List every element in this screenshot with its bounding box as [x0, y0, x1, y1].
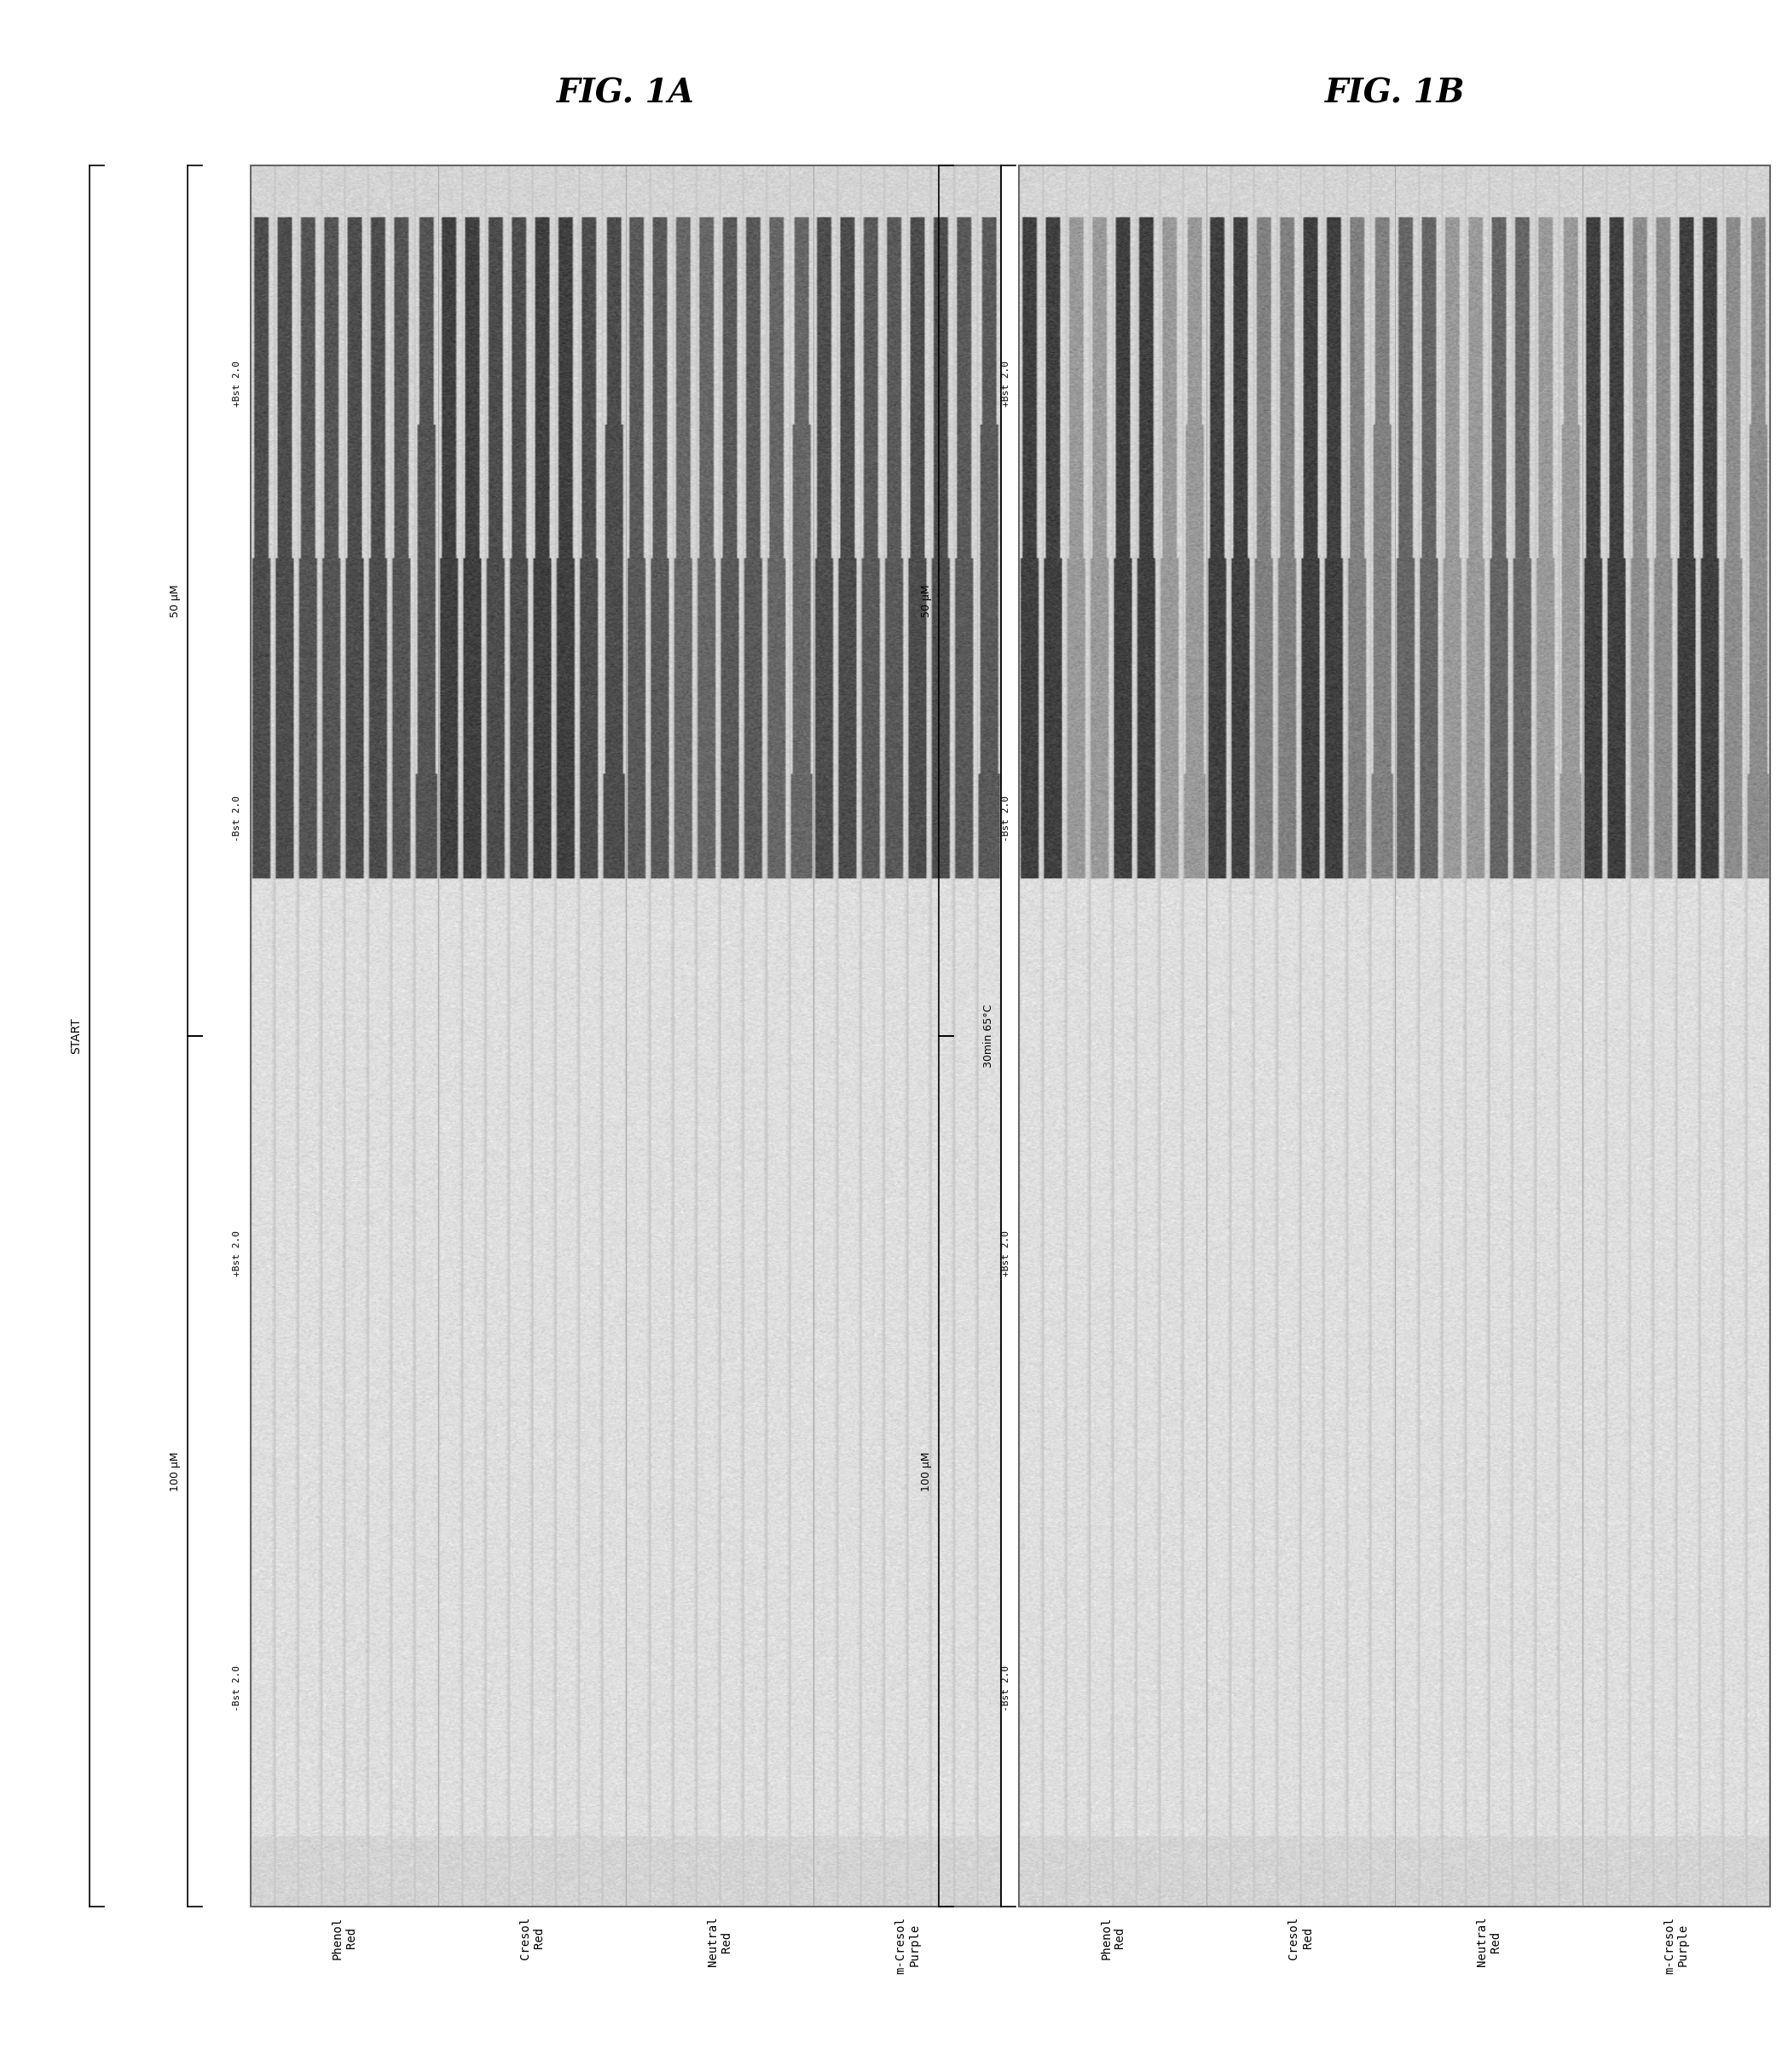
- Text: Phenol
Red: Phenol Red: [1100, 1917, 1126, 1960]
- Text: 100 μM: 100 μM: [170, 1450, 181, 1492]
- Text: 100 μM: 100 μM: [921, 1450, 932, 1492]
- Text: m-Cresol
Purple: m-Cresol Purple: [1663, 1917, 1690, 1975]
- Text: Neutral
Red: Neutral Red: [706, 1917, 733, 1966]
- Text: +Bst 2.0: +Bst 2.0: [1001, 361, 1010, 406]
- Text: -Bst 2.0: -Bst 2.0: [232, 1666, 241, 1711]
- Bar: [1019, 166, 1770, 1906]
- Text: -Bst 2.0: -Bst 2.0: [1001, 796, 1010, 841]
- Text: 50 μM: 50 μM: [921, 584, 932, 617]
- Text: START: START: [70, 1017, 82, 1055]
- Text: m-Cresol
Purple: m-Cresol Purple: [894, 1917, 921, 1975]
- Text: Neutral
Red: Neutral Red: [1475, 1917, 1502, 1966]
- Text: 50 μM: 50 μM: [170, 584, 181, 617]
- Text: +Bst 2.0: +Bst 2.0: [1001, 1231, 1010, 1276]
- Text: 30min 65°C: 30min 65°C: [983, 1005, 994, 1067]
- Text: FIG. 1A: FIG. 1A: [556, 77, 696, 110]
- Text: +Bst 2.0: +Bst 2.0: [232, 361, 241, 406]
- Text: -Bst 2.0: -Bst 2.0: [1001, 1666, 1010, 1711]
- Text: Phenol
Red: Phenol Red: [331, 1917, 358, 1960]
- Text: +Bst 2.0: +Bst 2.0: [232, 1231, 241, 1276]
- Text: Cresol
Red: Cresol Red: [1287, 1917, 1314, 1960]
- Text: Cresol
Red: Cresol Red: [519, 1917, 545, 1960]
- Bar: [250, 166, 1001, 1906]
- Text: -Bst 2.0: -Bst 2.0: [232, 796, 241, 841]
- Text: FIG. 1B: FIG. 1B: [1325, 77, 1464, 110]
